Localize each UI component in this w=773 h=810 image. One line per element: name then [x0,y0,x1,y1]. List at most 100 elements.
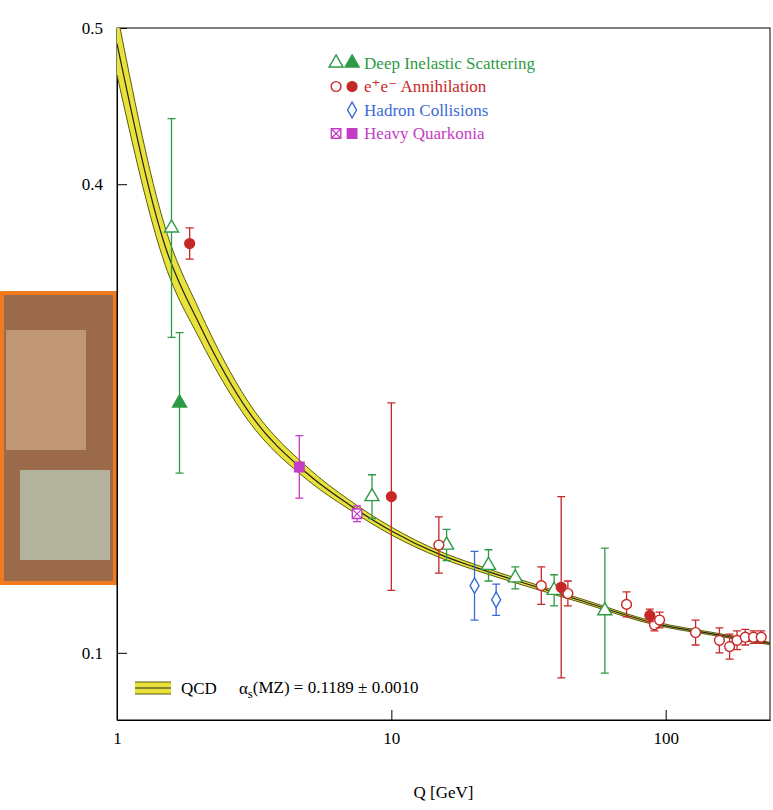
error-bar [295,436,303,498]
series-points [434,517,766,659]
data-point [365,489,379,501]
marker-cross [352,509,361,518]
legend-symbol [345,55,359,67]
legend-symbol [348,102,357,118]
plot-frame [117,28,770,720]
band-legend-edge [135,682,171,683]
series-points [352,506,361,522]
data-point [185,239,195,249]
series-points [173,333,187,474]
legend-item: Heavy Quarkonia [331,124,485,143]
series-points [164,119,611,674]
data-point [173,395,187,407]
qcd-band-edge [117,75,770,645]
legend-label: e⁺e⁻ Annihilation [364,77,487,96]
data-point [434,540,444,550]
inset-shape [20,470,110,560]
y-tick-mark [117,184,127,185]
error-bar [387,403,395,590]
y-axis: 0.1 0.4 0.5 [82,19,127,721]
band-legend-line [135,687,171,688]
x-tick-mark [666,710,667,720]
error-bar [353,506,361,522]
y-axis-line [117,29,118,721]
data-point [481,557,495,569]
error-bar [186,228,194,259]
band-legend-swatch [135,682,171,694]
data-point [295,462,304,471]
x-axis-title: Q [GeV] [414,783,474,802]
data-point [645,610,655,620]
data-point [386,492,396,502]
data-point [164,220,178,232]
data-point [352,509,361,518]
marker-cross [331,129,340,138]
data-point [508,570,522,582]
error-bar [757,631,765,643]
x-tick-label: 100 [653,729,679,748]
error-bar [623,592,631,617]
error-bar [492,584,500,615]
y-tick-mark [117,653,127,654]
y-tick: 0.1 [82,644,127,663]
data-point [470,578,479,594]
y-tick-label: 0.4 [82,175,104,194]
plot-marks [117,28,770,678]
y-tick-label: 0.5 [82,19,103,38]
error-bar [692,620,700,645]
legend-symbol [347,129,356,138]
error-bar [715,628,723,653]
x-tick: 10 [383,710,400,748]
legend-symbol [347,82,357,92]
y-tick-label: 0.1 [82,644,103,663]
legend-label: Deep Inelastic Scattering [364,54,535,73]
error-bar [733,631,741,650]
error-bar [646,609,654,621]
band-legend-edge [135,694,171,695]
data-point [691,628,701,638]
error-bar [471,551,479,620]
data-point [622,600,632,610]
y-tick: 0.4 [82,175,127,194]
qcd-line [117,44,770,644]
series-points [295,436,304,498]
x-tick: 100 [653,710,679,748]
chart-container: 1 10 100 0.1 0.4 0.5 Q [GeV] Deep Inelastic Sca… [0,0,773,810]
legend: Deep Inelastic Scattering e⁺e⁻ Annihilati… [329,54,535,144]
legend-item: Hadron Collisions [348,101,489,120]
x-axis: 1 10 100 [113,710,770,748]
legend-label: QCD [181,679,217,698]
data-point [556,582,566,592]
data-point [598,603,612,615]
x-tick-label: 1 [113,729,122,748]
qcd-band [117,28,770,645]
series-points [470,551,501,620]
inset-shape [6,330,86,450]
legend-symbol [331,129,340,138]
inset-image [2,293,115,583]
error-bar [537,567,545,604]
x-tick-mark [391,710,392,720]
data-point [536,581,546,591]
legend-symbol [331,82,341,92]
inset-frame [2,293,115,583]
legend-label: Hadron Collisions [364,101,488,120]
error-bar [557,497,565,678]
qcd-band-edge [117,28,770,642]
data-point [715,635,725,645]
band-legend: QCD αs(MZ) = 0.1189 ± 0.0010 [135,678,418,701]
legend-item: Deep Inelastic Scattering [329,54,535,73]
legend-item: e⁺e⁻ Annihilation [331,77,487,96]
x-axis-line [118,720,771,721]
data-point [655,615,665,625]
legend-symbol [329,55,343,67]
data-point [756,632,766,642]
data-point [492,592,501,608]
x-tick-label: 10 [383,729,400,748]
chart-svg: 1 10 100 0.1 0.4 0.5 Q [GeV] Deep Inelastic Sca… [0,0,773,810]
series-points [185,228,655,678]
error-bar [656,612,664,628]
error-bar [435,517,443,573]
legend-label: Heavy Quarkonia [364,124,485,143]
annotation: αs(MZ) = 0.1189 ± 0.0010 [239,678,419,701]
